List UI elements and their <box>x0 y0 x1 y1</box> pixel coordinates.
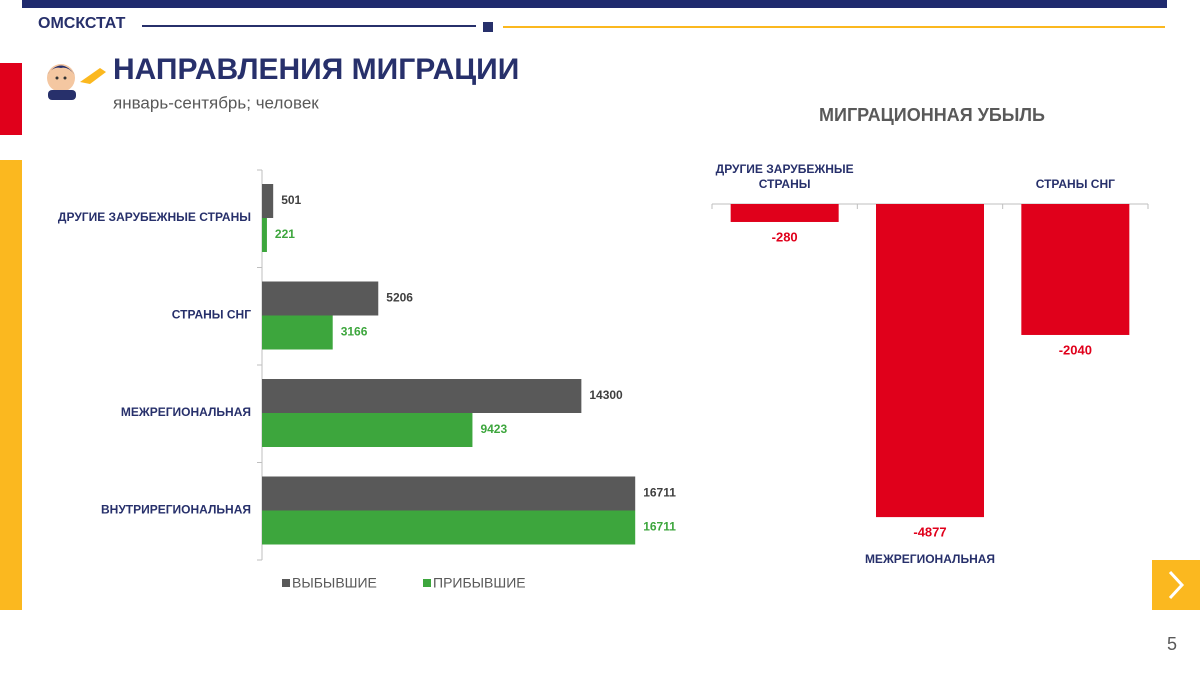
bar <box>262 184 274 218</box>
value-label: 9423 <box>480 422 507 436</box>
legend-swatch <box>423 579 431 587</box>
value-label: 3166 <box>341 325 368 339</box>
category-label: МЕЖРЕГИОНАЛЬНАЯ <box>864 552 996 567</box>
side-bar <box>0 63 22 135</box>
bar <box>262 379 582 413</box>
value-label: -4877 <box>913 525 946 540</box>
legend-label: ПРИБЫВШИЕ <box>433 575 526 591</box>
bar <box>262 281 379 316</box>
brand: ОМСКСТАТ <box>38 15 126 32</box>
bar <box>262 315 333 350</box>
legend-label: ВЫБЫВШИЕ <box>292 575 377 591</box>
category-label: ДРУГИЕ ЗАРУБЕЖНЫЕ СТРАНЫ <box>58 210 251 224</box>
value-label: -2040 <box>1059 342 1092 357</box>
value-label: 221 <box>275 227 295 241</box>
value-label: 16711 <box>643 520 676 534</box>
bar <box>1021 204 1130 335</box>
bar <box>730 204 839 222</box>
category-label: ДРУГИЕ ЗАРУБЕЖНЫЕ СТРАНЫ <box>715 162 854 191</box>
category-label: ВНУТРИРЕГИОНАЛЬНАЯ <box>101 503 251 517</box>
value-label: 5206 <box>386 291 413 305</box>
category-label: СТРАНЫ СНГ <box>172 308 251 322</box>
top-bar <box>22 0 1167 8</box>
value-label: 501 <box>281 193 301 207</box>
bar <box>876 204 984 518</box>
next-arrow[interactable] <box>1168 570 1185 600</box>
subtitle: январь-сентябрь; человек <box>113 93 319 112</box>
value-label: 16711 <box>643 486 676 500</box>
value-label: 14300 <box>589 388 623 402</box>
side-bar <box>0 160 22 610</box>
page-number: 5 <box>1167 634 1177 654</box>
category-label: МЕЖРЕГИОНАЛЬНАЯ <box>121 405 251 419</box>
category-label: СТРАНЫ СНГ <box>1035 177 1115 191</box>
rule-square <box>483 22 493 32</box>
next-button[interactable] <box>1152 560 1200 610</box>
bar <box>262 413 473 447</box>
bar <box>262 218 267 252</box>
legend-swatch <box>282 579 290 587</box>
value-label: -280 <box>772 229 798 244</box>
icon <box>47 64 106 100</box>
chart-title: МИГРАЦИОННАЯ УБЫЛЬ <box>819 105 1045 125</box>
title: НАПРАВЛЕНИЯ МИГРАЦИИ <box>113 53 519 86</box>
bar <box>262 476 636 511</box>
bar <box>262 510 636 545</box>
